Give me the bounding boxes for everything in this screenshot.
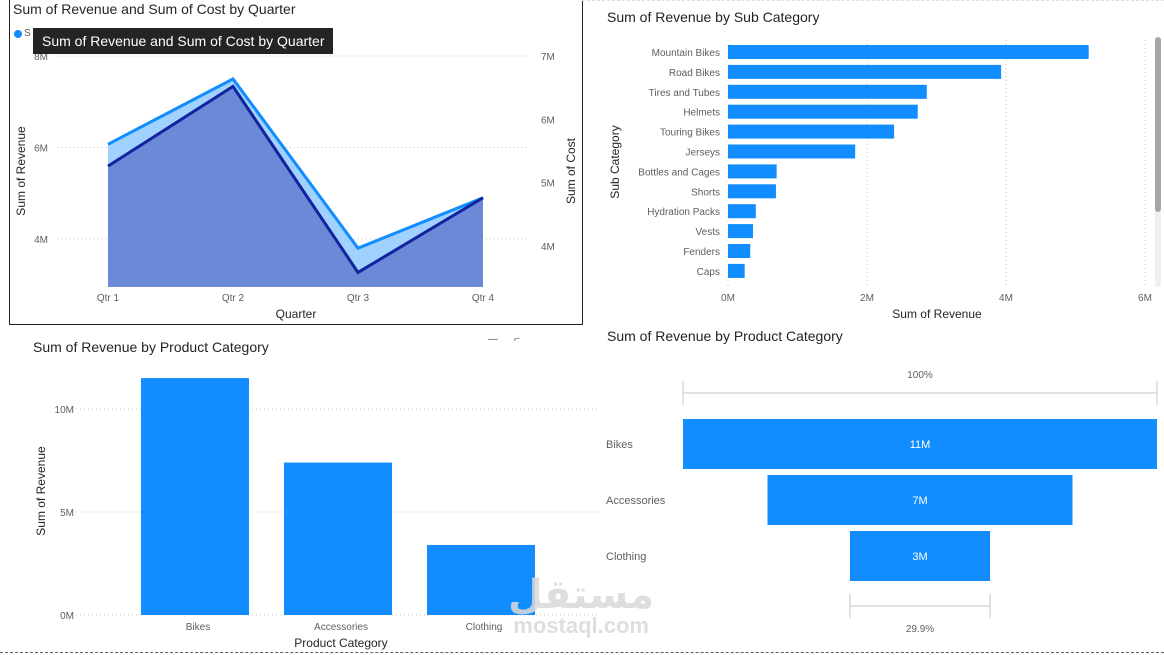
y-tick-label: Shorts (691, 187, 720, 198)
y-tick-label: 0M (60, 611, 74, 622)
y-tick-label: 10M (55, 405, 74, 416)
legend-label[interactable]: S (24, 28, 31, 39)
x-tick-label: 0M (721, 293, 735, 304)
y2-tick-label: 6M (541, 115, 555, 126)
category-label: Bikes (606, 439, 633, 451)
bar (141, 378, 249, 615)
bar (728, 84, 927, 99)
x-tick-label: Bikes (186, 622, 210, 633)
y-tick-label: Vests (696, 227, 720, 238)
x-tick-label: 6M (1138, 293, 1152, 304)
funnel-bar (849, 531, 991, 581)
bar (728, 204, 756, 219)
x-axis-title: Quarter (276, 307, 317, 321)
visual-header-icons: —⌐ (488, 334, 536, 345)
x-tick-label: Qtr 4 (472, 293, 495, 304)
y-tick-label: Tires and Tubes (649, 88, 720, 99)
subcategory-chart-svg: 0M 2M 4M 6M Mountain Bikes Road Bikes Tires an… (608, 40, 1152, 321)
bottom-percent-label: 29.9% (906, 624, 934, 635)
y-tick-label: Caps (697, 267, 720, 278)
product-column-chart-svg: 10M 5M 0M Bikes Accessories Clothing Product C… (34, 378, 598, 650)
product-funnel-chart-title: Sum of Revenue by Product Category (607, 328, 843, 344)
x-tick-label: Qtr 3 (347, 293, 370, 304)
funnel-data-label: 7M (912, 495, 927, 507)
funnel-bar (767, 475, 1073, 525)
legend-revenue-marker-icon (14, 30, 22, 38)
y-tick-label: Fenders (683, 247, 720, 258)
y2-tick-label: 4M (541, 242, 555, 253)
y-axis-title: Sum of Revenue (34, 446, 48, 536)
y-tick-label: Hydration Packs (647, 207, 720, 218)
subcategory-scrollbar[interactable] (1155, 37, 1161, 287)
y2-axis-title: Sum of Cost (564, 137, 578, 204)
bar (284, 462, 392, 615)
bar (728, 124, 895, 139)
category-label: Accessories (606, 495, 666, 507)
product-column-chart-title: Sum of Revenue by Product Category (33, 339, 269, 355)
focus-mode-icon[interactable]: ⌐ (514, 334, 536, 345)
y-tick-label: 4M (34, 235, 48, 246)
y-axis-title: Sub Category (608, 125, 622, 198)
y2-tick-label: 5M (541, 179, 555, 190)
category-label: Clothing (606, 551, 646, 563)
bar (728, 164, 777, 179)
x-tick-label: 4M (999, 293, 1013, 304)
y-tick-label: Road Bikes (669, 68, 720, 79)
panel-top-border (582, 0, 1164, 1)
bar (728, 224, 754, 239)
cost-line (107, 84, 484, 275)
bar (728, 184, 776, 199)
watermark-latin: mostaql.com (513, 613, 649, 638)
bar (728, 144, 856, 159)
watermark: مستقل mostaql.com (508, 575, 654, 637)
y-tick-label: 6M (34, 143, 48, 154)
y-tick-label: Touring Bikes (660, 128, 720, 139)
bar (728, 244, 751, 258)
bar (728, 263, 745, 278)
bar (728, 104, 918, 119)
y-axis-title: Sum of Revenue (14, 126, 28, 216)
x-axis-title: Product Category (294, 636, 387, 650)
funnel-data-label: 11M (910, 439, 931, 451)
quarter-chart-svg: 8M 6M 4M 7M 6M 5M 4M Qtr 1 Qtr 2 Qtr 3 Qtr 4 Quarte… (14, 52, 578, 321)
funnel-bar (683, 419, 1157, 469)
product-funnel-chart-svg: 100% 11M Bikes 7M Accessories 3M Clothing 29.9% (606, 370, 1158, 635)
y-tick-label: Mountain Bikes (652, 48, 720, 59)
y-tick-label: 5M (60, 508, 74, 519)
x-tick-label: 2M (860, 293, 874, 304)
x-tick-label: Accessories (314, 622, 368, 633)
x-tick-label: Clothing (466, 622, 503, 633)
x-axis-title: Sum of Revenue (892, 307, 982, 321)
x-tick-label: Qtr 2 (222, 293, 245, 304)
subcategory-chart-title: Sum of Revenue by Sub Category (607, 9, 820, 25)
bar (728, 45, 1089, 59)
watermark-arabic: مستقل (508, 572, 655, 618)
funnel-data-label: 3M (912, 551, 927, 563)
title-tooltip: Sum of Revenue and Sum of Cost by Quarte… (33, 28, 334, 54)
bar (427, 544, 535, 615)
y-tick-label: Jerseys (686, 148, 720, 159)
y2-tick-label: 7M (541, 52, 555, 63)
y-tick-label: Bottles and Cages (638, 167, 720, 178)
top-percent-label: 100% (907, 370, 933, 381)
revenue-line (107, 76, 484, 250)
x-tick-label: Qtr 1 (97, 293, 120, 304)
filter-icon[interactable]: — (488, 334, 514, 345)
y-tick-label: 8M (34, 52, 48, 63)
cost-area (108, 86, 483, 287)
quarter-chart-title: Sum of Revenue and Sum of Cost by Quarte… (13, 1, 296, 17)
y-tick-label: Helmets (683, 108, 720, 119)
scrollbar-thumb[interactable] (1155, 37, 1161, 212)
bar (728, 64, 1002, 79)
page-bottom-border (0, 652, 1164, 653)
